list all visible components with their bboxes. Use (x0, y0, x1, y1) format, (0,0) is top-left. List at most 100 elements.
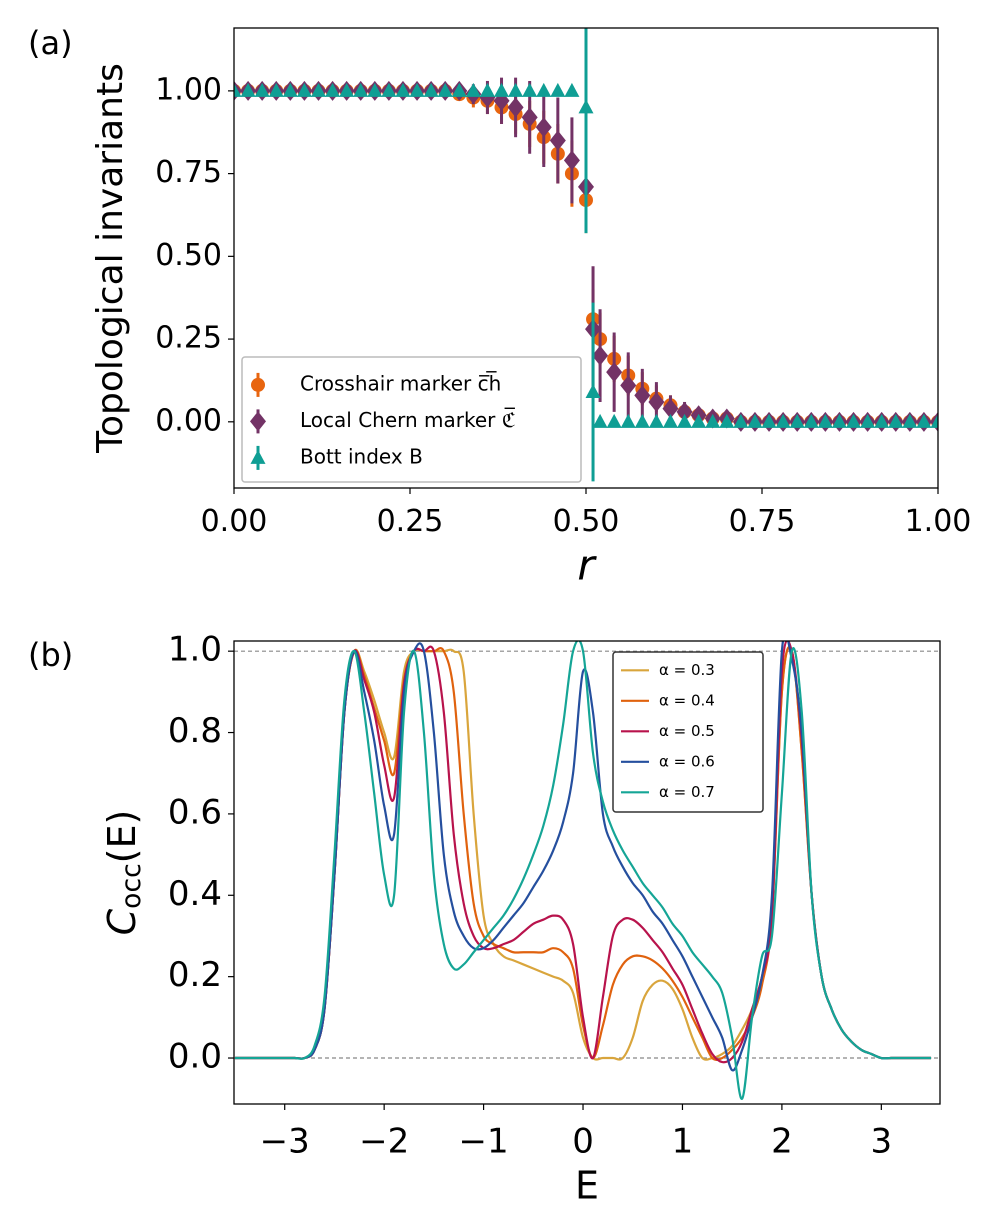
marker (691, 413, 707, 428)
marker (353, 82, 369, 97)
marker (563, 150, 580, 171)
marker (282, 82, 298, 97)
marker (251, 377, 265, 392)
legend-label: Crosshair marker c̅h̅ (300, 371, 501, 396)
marker (339, 82, 355, 97)
marker (930, 413, 938, 428)
marker (648, 413, 664, 428)
marker (535, 117, 552, 138)
marker (916, 413, 932, 428)
marker (564, 82, 580, 97)
x-tick-label: 1 (672, 1122, 694, 1162)
marker (846, 413, 862, 428)
legend-label: α = 0.6 (659, 752, 715, 770)
marker (817, 413, 833, 428)
y-tick-label: 0.0 (168, 1037, 222, 1077)
marker (437, 82, 453, 97)
marker (325, 82, 341, 97)
y-axis-label-part: C (100, 908, 144, 935)
plot-area (234, 641, 940, 1100)
axes-frame (233, 27, 939, 489)
marker (240, 82, 256, 97)
marker (268, 82, 284, 97)
marker (367, 82, 383, 97)
marker (888, 413, 904, 428)
y-tick-label: 0.00 (155, 403, 222, 438)
marker (620, 413, 636, 428)
y-tick-label: 1.00 (155, 72, 222, 107)
legend-frame (612, 651, 764, 813)
marker (250, 411, 266, 432)
marker (705, 413, 721, 428)
legend-label: α = 0.7 (659, 783, 715, 801)
legend-label: α = 0.5 (659, 722, 715, 740)
y-tick-label: 0.2 (168, 955, 222, 995)
marker (409, 82, 425, 97)
x-axis-label: r (577, 541, 597, 590)
panel-label: (a) (28, 24, 73, 62)
marker (234, 82, 242, 97)
x-axis-label: E (575, 1164, 599, 1208)
y-tick-label: 0.50 (155, 238, 222, 273)
marker (860, 413, 876, 428)
legend-label: α = 0.4 (659, 691, 715, 709)
x-tick-label: −3 (260, 1122, 310, 1162)
line (234, 641, 932, 1100)
marker (831, 413, 847, 428)
marker (254, 82, 270, 97)
x-tick-label: 0.00 (201, 504, 268, 539)
y-tick-label: 0.6 (168, 792, 222, 832)
marker (761, 413, 777, 428)
y-tick-label: 1.0 (168, 630, 222, 670)
marker (606, 413, 622, 428)
marker (648, 391, 665, 412)
marker (620, 375, 637, 396)
marker (381, 82, 397, 97)
legend-label: α = 0.3 (659, 661, 715, 679)
x-tick-label: 0.50 (553, 504, 620, 539)
y-axis-label-part: (E) (100, 810, 144, 864)
marker (789, 413, 805, 428)
marker (874, 413, 890, 428)
marker (634, 385, 651, 406)
y-tick-label: 0.4 (168, 874, 222, 914)
marker (803, 413, 819, 428)
panel-label: (b) (28, 636, 73, 674)
y-tick-label: 0.75 (155, 155, 222, 190)
marker (423, 82, 439, 97)
marker (719, 413, 735, 428)
y-axis-label: Topological invariants (90, 63, 131, 454)
legend: Crosshair marker c̅h̅ Local Chern marker … (241, 356, 582, 483)
marker (451, 82, 467, 97)
marker (662, 398, 679, 419)
x-tick-label: 2 (771, 1122, 793, 1162)
legend-label: Bott index B (300, 444, 423, 468)
axes-frame (233, 640, 941, 1105)
marker (592, 345, 609, 366)
x-tick-label: 0 (572, 1122, 594, 1162)
marker (507, 97, 524, 118)
marker (494, 82, 510, 97)
marker (395, 82, 411, 97)
y-axis-label-part: occ (116, 863, 147, 909)
marker (578, 99, 594, 114)
x-tick-label: −1 (459, 1122, 509, 1162)
plot-area (234, 28, 938, 482)
marker (747, 413, 763, 428)
x-tick-label: −2 (359, 1122, 409, 1162)
marker (521, 107, 538, 128)
marker (592, 413, 608, 428)
x-tick-label: 0.25 (377, 504, 444, 539)
x-tick-label: 3 (871, 1122, 893, 1162)
y-axis-label: Cocc(E) (100, 810, 147, 936)
marker (536, 82, 552, 97)
marker (662, 413, 678, 428)
y-tick-label: 0.8 (168, 711, 222, 751)
marker (479, 82, 495, 97)
marker (508, 82, 524, 97)
marker (733, 413, 749, 428)
x-tick-label: 1.00 (905, 504, 972, 539)
marker (606, 362, 623, 383)
marker (585, 384, 601, 399)
